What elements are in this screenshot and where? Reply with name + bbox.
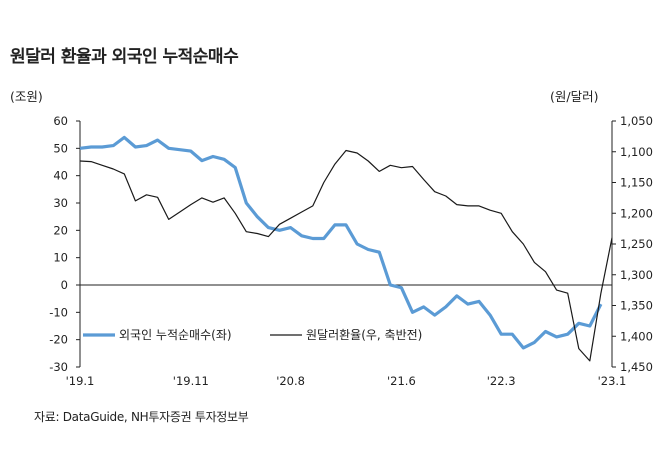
right-tick-label: 1,400 (620, 329, 653, 343)
left-tick-label: 20 (53, 223, 68, 237)
legend: 외국인 누적순매수(좌) 원달러환율(우, 축반전) (83, 328, 422, 342)
left-tick-label: -10 (49, 305, 68, 319)
left-tick-label: 30 (53, 196, 68, 210)
right-tick-label: 1,150 (620, 176, 653, 190)
x-tick-label: '21.6 (387, 374, 416, 388)
chart-title: 원달러 환율과 외국인 누적순매수 (10, 47, 239, 67)
left-axis-unit: (조원) (10, 89, 43, 104)
left-tick-label: 10 (53, 251, 68, 265)
x-tick-label: '19.1 (66, 374, 95, 388)
right-tick-label: 1,050 (620, 114, 653, 128)
x-tick-label: '22.3 (487, 374, 516, 388)
legend-label-rate: 원달러환율(우, 축반전) (306, 328, 422, 342)
right-tick-label: 1,450 (620, 360, 653, 374)
foreign-net-buy-line (79, 135, 603, 350)
source-note: 자료: DataGuide, NH투자증권 투자정보부 (34, 410, 249, 424)
right-tick-label: 1,100 (620, 145, 653, 159)
left-tick-label: -20 (49, 333, 68, 347)
left-tick-label: 40 (53, 169, 68, 183)
right-tick-label: 1,350 (620, 299, 653, 313)
ticks: 60 50 40 30 20 10 0 -10 -20 -30 1,050 1,100 1,150 1,2… (49, 114, 653, 388)
left-tick-label: 0 (61, 278, 68, 292)
usdkrw-rate-line (79, 149, 613, 362)
series-group (79, 135, 613, 362)
left-tick-label: 60 (53, 114, 68, 128)
x-tick-label: '19.11 (173, 374, 209, 388)
right-tick-label: 1,300 (620, 268, 653, 282)
x-tick-label: '20.8 (276, 374, 305, 388)
right-axis-unit: (원/달러) (550, 89, 599, 104)
left-tick-label: -30 (49, 360, 68, 374)
left-tick-label: 50 (53, 141, 68, 155)
right-tick-label: 1,250 (620, 237, 653, 251)
right-tick-label: 1,200 (620, 206, 653, 220)
x-tick-label: '23.1 (598, 374, 627, 388)
legend-label-foreign: 외국인 누적순매수(좌) (119, 328, 232, 342)
